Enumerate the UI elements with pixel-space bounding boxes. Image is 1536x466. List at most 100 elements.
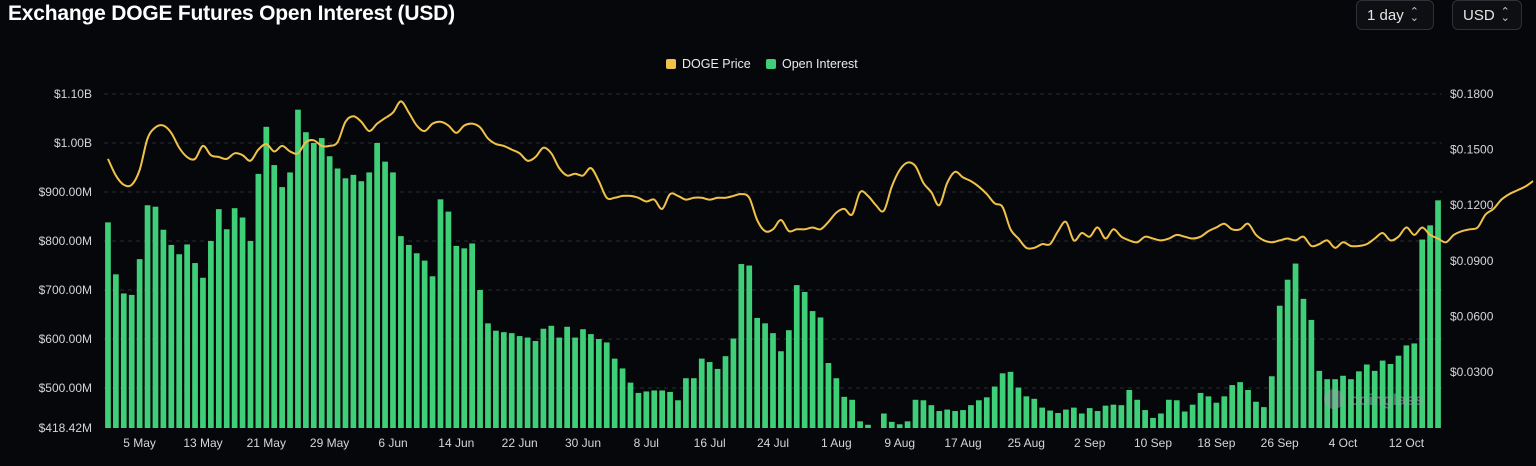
oi-bar bbox=[564, 326, 570, 428]
x-tick-label: 25 Aug bbox=[1008, 436, 1045, 450]
oi-bar bbox=[350, 174, 357, 428]
y-right-tick-label: $0.1800 bbox=[1450, 87, 1494, 101]
x-tick-label: 24 Jul bbox=[757, 436, 789, 450]
oi-bar bbox=[572, 337, 578, 428]
oi-bar bbox=[500, 332, 507, 428]
oi-bar bbox=[1173, 400, 1180, 428]
oi-bar bbox=[374, 143, 380, 428]
oi-bar bbox=[1356, 371, 1362, 428]
oi-bar bbox=[1197, 392, 1204, 428]
oi-bar bbox=[398, 236, 404, 428]
interval-select[interactable]: 1 day ⌃ ⌄ bbox=[1356, 0, 1434, 30]
x-tick-label: 5 May bbox=[123, 436, 156, 450]
y-right-tick-label: $0.0600 bbox=[1450, 309, 1494, 323]
y-left-tick-label: $600.00M bbox=[39, 332, 92, 346]
x-tick-label: 17 Aug bbox=[944, 436, 981, 450]
oi-bar bbox=[532, 340, 539, 428]
oi-bar bbox=[1189, 404, 1196, 428]
open-interest-bars bbox=[105, 109, 1441, 429]
y-left-tick-label: $700.00M bbox=[39, 283, 92, 297]
oi-bar bbox=[1253, 401, 1259, 428]
oi-bar bbox=[113, 274, 119, 428]
oi-bar bbox=[1150, 417, 1156, 428]
oi-bar bbox=[1284, 279, 1291, 428]
currency-select[interactable]: USD ⌃ ⌄ bbox=[1452, 0, 1522, 30]
oi-bar bbox=[1071, 407, 1077, 428]
oi-bar bbox=[817, 317, 824, 428]
oi-bar bbox=[801, 291, 808, 428]
oi-bar bbox=[105, 222, 111, 428]
oi-bar bbox=[1078, 413, 1085, 428]
oi-bar bbox=[722, 356, 729, 428]
oi-bar bbox=[1039, 407, 1046, 428]
oi-bar bbox=[651, 390, 658, 428]
y-left-tick-label: $500.00M bbox=[39, 381, 92, 395]
oi-bar bbox=[421, 260, 428, 428]
page-title: Exchange DOGE Futures Open Interest (USD… bbox=[8, 2, 455, 25]
oi-bar bbox=[698, 358, 705, 428]
oi-bar bbox=[1427, 225, 1433, 428]
oi-bar bbox=[1213, 402, 1220, 428]
x-tick-label: 9 Aug bbox=[884, 436, 915, 450]
oi-bar bbox=[659, 390, 666, 428]
x-tick-label: 21 May bbox=[247, 436, 286, 450]
oi-bar bbox=[841, 396, 848, 428]
oi-bar bbox=[136, 259, 143, 428]
interval-select-value: 1 day bbox=[1367, 6, 1404, 24]
chevron-updown-icon: ⌃ ⌄ bbox=[1409, 6, 1419, 24]
legend-label[interactable]: Open Interest bbox=[782, 57, 858, 71]
x-tick-label: 14 Jun bbox=[438, 436, 474, 450]
oi-bar bbox=[857, 421, 863, 428]
x-tick-label: 16 Jul bbox=[694, 436, 726, 450]
oi-bar bbox=[1348, 379, 1354, 428]
oi-bar bbox=[770, 333, 776, 428]
oi-bar bbox=[880, 413, 887, 428]
oi-bar bbox=[730, 338, 737, 428]
oi-bar bbox=[477, 290, 483, 428]
legend-swatch bbox=[766, 59, 776, 69]
oi-bar bbox=[809, 311, 816, 428]
oi-bar bbox=[1371, 370, 1378, 428]
oi-bar bbox=[595, 339, 602, 428]
oi-bar bbox=[991, 386, 998, 428]
oi-bar bbox=[1403, 345, 1410, 428]
oi-bar bbox=[825, 363, 832, 428]
oi-bar bbox=[208, 241, 214, 428]
oi-bar bbox=[1110, 404, 1117, 428]
oi-bar bbox=[279, 187, 285, 428]
oi-bar bbox=[675, 400, 681, 428]
x-tick-label: 29 May bbox=[310, 436, 349, 450]
oi-bar bbox=[1261, 407, 1267, 428]
oi-bar bbox=[627, 382, 634, 428]
oi-bar bbox=[920, 400, 927, 428]
oi-bar bbox=[160, 229, 167, 428]
oi-bar bbox=[1340, 375, 1346, 428]
oi-bar bbox=[461, 248, 468, 428]
oi-bar bbox=[690, 378, 697, 428]
oi-bar bbox=[1181, 411, 1188, 428]
oi-bar bbox=[603, 342, 610, 428]
x-tick-label: 13 May bbox=[183, 436, 222, 450]
y-left-tick-label: $800.00M bbox=[39, 234, 92, 248]
oi-bar bbox=[334, 168, 341, 429]
oi-bar bbox=[390, 172, 396, 428]
oi-bar bbox=[999, 373, 1006, 428]
oi-bar bbox=[231, 208, 238, 428]
chevron-updown-icon: ⌃ ⌄ bbox=[1500, 6, 1510, 24]
oi-bar bbox=[556, 337, 563, 428]
oi-bar bbox=[485, 323, 491, 428]
oi-bar bbox=[1086, 408, 1093, 428]
grid-lines bbox=[104, 93, 1442, 389]
x-tick-label: 26 Sep bbox=[1261, 436, 1299, 450]
oi-bar bbox=[1007, 371, 1014, 428]
oi-bar bbox=[128, 294, 135, 428]
oi-bar bbox=[548, 325, 555, 428]
oi-bar bbox=[1332, 379, 1338, 428]
oi-bar bbox=[1308, 319, 1315, 428]
y-left-tick-label: $418.42M bbox=[39, 421, 92, 435]
x-tick-label: 22 Jun bbox=[502, 436, 538, 450]
oi-bar bbox=[469, 243, 475, 428]
legend-label[interactable]: DOGE Price bbox=[682, 57, 751, 71]
oi-bar bbox=[1031, 398, 1038, 428]
